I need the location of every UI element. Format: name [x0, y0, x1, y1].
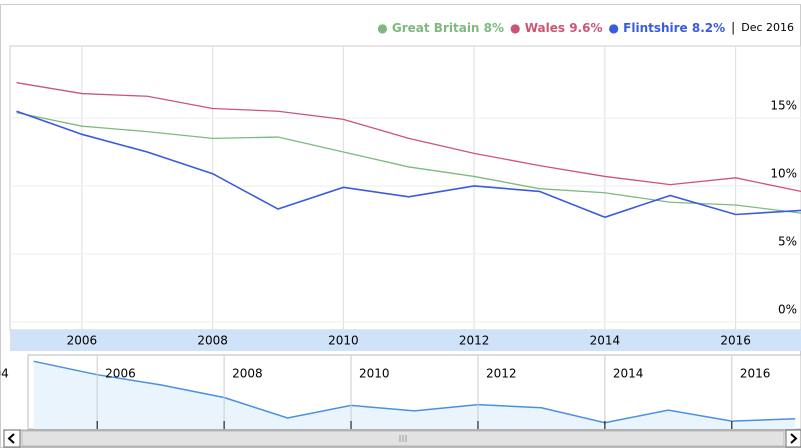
overview-line [33, 360, 796, 424]
plot-area [9, 45, 801, 331]
series-line [16, 82, 801, 193]
lines [16, 82, 801, 219]
x-tick-label: 2010 [328, 334, 359, 348]
overview-tick-label: 2008 [232, 367, 263, 381]
overview-tick-label: 2014 [613, 367, 644, 381]
legend-dot: ● [377, 21, 392, 35]
legend-name: Wales [525, 21, 565, 35]
legend-dot: ● [510, 21, 525, 35]
legend-entry: ● Wales 9.6% [510, 21, 602, 35]
overview-tick-label: 2016 [740, 367, 771, 381]
series-line [16, 110, 801, 219]
legend-date: Dec 2016 [741, 21, 794, 34]
legend-entry: ● Great Britain 8% [377, 21, 504, 35]
x-axis-band [10, 330, 801, 351]
x-tick-label: 2006 [67, 334, 98, 348]
x-tick-label: 2012 [459, 334, 490, 348]
x-tick-label: 2016 [720, 334, 751, 348]
arrow-left [7, 433, 15, 444]
legend-entry: ● Flintshire 8.2% [608, 21, 725, 35]
scroll-left[interactable] [3, 429, 21, 448]
overview-tick-label: 2006 [105, 367, 136, 381]
x-tick-label: 2014 [590, 334, 621, 348]
series-line [16, 111, 801, 214]
y-tick-label: 10% [770, 166, 797, 180]
legend-separator: | [731, 21, 735, 35]
legend-value: 8.2% [692, 21, 725, 35]
legend-name: Great Britain [392, 21, 480, 35]
legend-dot: ● [608, 21, 623, 35]
overview-tick-label: 2012 [486, 367, 517, 381]
overview-tick-label: 2004 [0, 367, 9, 381]
y-tick-label: 5% [778, 234, 797, 248]
legend-name: Flintshire [623, 21, 688, 35]
scroll-right[interactable] [785, 429, 801, 448]
overview-ticks: 2004 2006 2008 2010 2012 2014 2016 [0, 355, 770, 429]
overview-tick-label: 2010 [359, 367, 390, 381]
y-tick-label: 0% [778, 302, 797, 316]
thumb-grip [399, 435, 407, 442]
y-tick-label: 15% [770, 99, 797, 113]
legend-value: 8% [484, 21, 504, 35]
x-tick-label: 2008 [197, 334, 228, 348]
legend: ● Great Britain 8% ● Wales 9.6% ● Flintshi… [377, 21, 794, 35]
arrow-right [790, 433, 798, 444]
legend-value: 9.6% [569, 21, 602, 35]
